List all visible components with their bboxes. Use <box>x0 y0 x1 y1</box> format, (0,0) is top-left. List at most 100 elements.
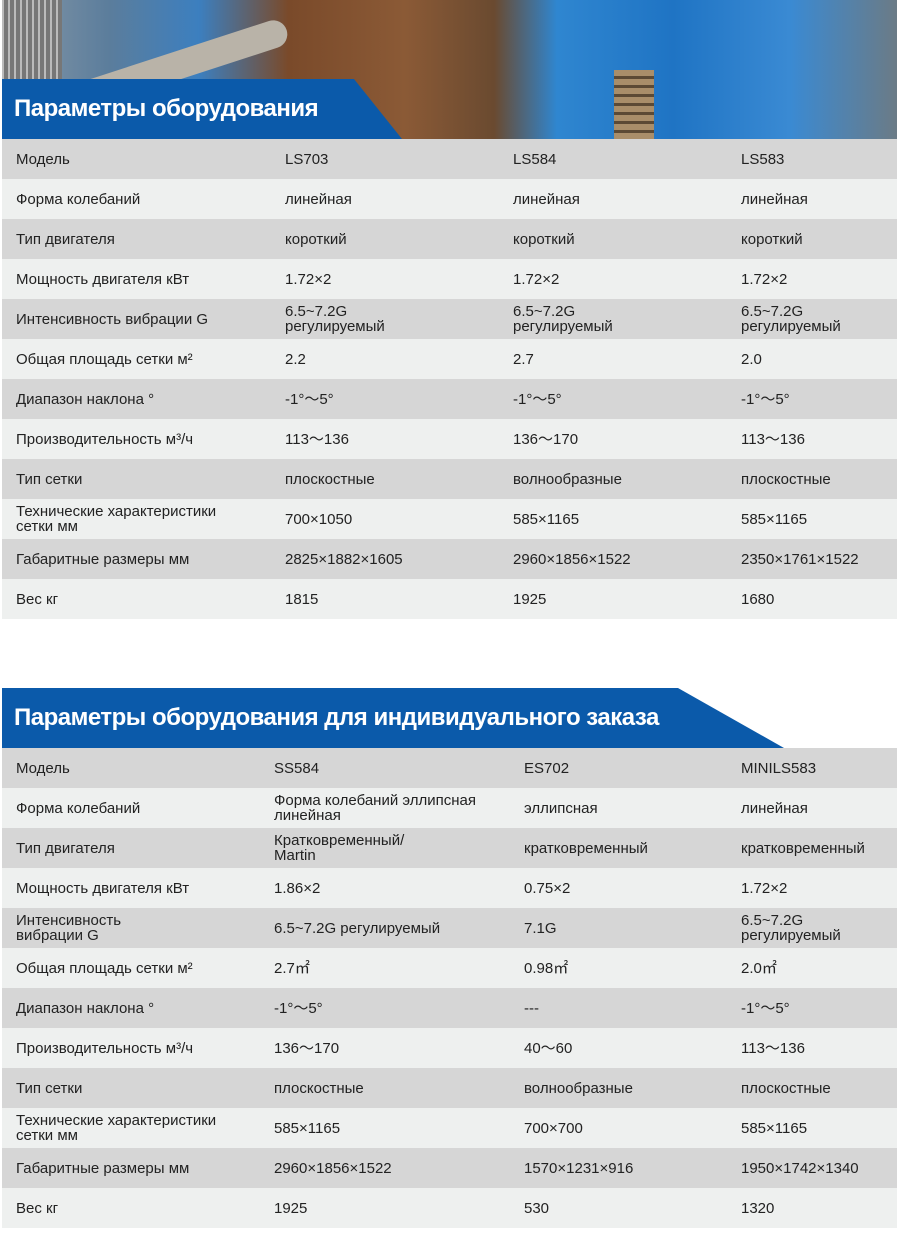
value-cell: 113～136 <box>285 430 349 448</box>
value-cell: -1°～5° <box>274 999 323 1017</box>
parameter-label: Модель <box>16 759 70 777</box>
value-cell: волнообразные <box>513 470 622 488</box>
table-row: Интенсивность вибрации G 6.5~7.2G регулир… <box>2 908 897 948</box>
value-cell: 1.72×2 <box>285 270 332 288</box>
table-row: Технические характеристики сетки мм 585×1… <box>2 1108 897 1148</box>
value-cell: 2350×1761×1522 <box>741 550 859 568</box>
table-row: Производительность м³/ч 113～136 136～170 113… <box>2 419 897 459</box>
value-cell: 7.1G <box>524 919 557 937</box>
parameter-label: Форма колебаний <box>16 190 141 208</box>
value-cell: 1815 <box>285 590 319 608</box>
value-cell: 700×1050 <box>285 510 353 528</box>
value-cell: ES702 <box>524 759 570 777</box>
value-cell: 1925 <box>274 1199 308 1217</box>
parameter-label: Тип сетки <box>16 1079 83 1097</box>
table-row: Вес кг 1925 530 1320 <box>2 1188 897 1228</box>
table-row: Мощность двигателя кВт 1.86×2 0.75×2 1.72×2 <box>2 868 897 908</box>
value-cell: 585×1165 <box>741 510 808 528</box>
parameter-label: Интенсивность вибрации G <box>16 310 209 328</box>
value-cell: 136～170 <box>274 1039 340 1057</box>
value-cell: 1.86×2 <box>274 879 321 897</box>
table-row: Общая площадь сетки м² 2.7㎡ 0.98㎡ 2.0㎡ <box>2 948 897 988</box>
table-row: Форма колебаний Форма колебаний эллипсная… <box>2 788 897 828</box>
value-cell: 113～136 <box>741 1039 805 1057</box>
value-cell: MINILS583 <box>741 759 817 777</box>
value-cell: --- <box>524 999 539 1017</box>
value-cell: короткий <box>741 230 803 248</box>
table-row: Тип двигателя Кратковременный/ Martin крат… <box>2 828 897 868</box>
value-cell: 6.5~7.2G регулируемый <box>285 303 385 335</box>
value-cell: LS583 <box>741 150 785 168</box>
spring-image-part <box>614 70 654 139</box>
parameter-label: Форма колебаний <box>16 799 141 817</box>
parameter-label: Технические характеристики сетки мм <box>16 503 217 535</box>
parameter-label: Мощность двигателя кВт <box>16 270 190 288</box>
value-cell: 1570×1231×916 <box>524 1159 634 1177</box>
table-row: Габаритные размеры мм 2825×1882×1605 2960×… <box>2 539 897 579</box>
value-cell: Форма колебаний эллипсная линейная <box>274 792 476 824</box>
value-cell: 2960×1856×1522 <box>274 1159 392 1177</box>
value-cell: 113～136 <box>741 430 805 448</box>
parameter-label: Габаритные размеры мм <box>16 550 190 568</box>
parameter-label: Вес кг <box>16 1199 59 1217</box>
table-row: Тип сетки плоскостные волнообразные плоскос… <box>2 1068 897 1108</box>
value-cell: 2.0 <box>741 350 762 368</box>
value-cell: плоскостные <box>274 1079 364 1097</box>
table2-title: Параметры оборудования для индивидуально… <box>2 688 784 748</box>
value-cell: 700×700 <box>524 1119 583 1137</box>
value-cell: 6.5~7.2G регулируемый <box>741 303 841 335</box>
value-cell: -1°～5° <box>285 390 334 408</box>
value-cell: 6.5~7.2G регулируемый <box>274 919 441 937</box>
value-cell: Кратковременный/ Martin <box>274 832 405 864</box>
value-cell: 585×1165 <box>741 1119 808 1137</box>
parameter-label: Диапазон наклона ° <box>16 390 155 408</box>
value-cell: кратковременный <box>524 839 648 857</box>
value-cell: 1.72×2 <box>741 879 788 897</box>
value-cell: плоскостные <box>285 470 375 488</box>
parameter-label: Общая площадь сетки м² <box>16 350 193 368</box>
table-row: Технические характеристики сетки мм 700×1… <box>2 499 897 539</box>
equipment-table: Модель LS703 LS584 LS583 Форма колебаний лине… <box>2 139 897 619</box>
parameter-label: Тип двигателя <box>16 839 115 857</box>
value-cell: 1320 <box>741 1199 775 1217</box>
value-cell: 1925 <box>513 590 547 608</box>
parameter-label: Технические характеристики сетки мм <box>16 1112 217 1144</box>
value-cell: короткий <box>285 230 347 248</box>
value-cell: линейная <box>285 190 352 208</box>
parameter-label: Интенсивность вибрации G <box>16 912 122 944</box>
value-cell: 1.72×2 <box>513 270 560 288</box>
value-cell: 2.7㎡ <box>274 959 310 977</box>
value-cell: волнообразные <box>524 1079 633 1097</box>
value-cell: LS584 <box>513 150 557 168</box>
parameter-label: Производительность м³/ч <box>16 430 194 448</box>
table-row: Модель LS703 LS584 LS583 <box>2 139 897 179</box>
table-row: Форма колебаний линейная линейная линейная <box>2 179 897 219</box>
value-cell: эллипсная <box>524 799 598 817</box>
value-cell: 0.98㎡ <box>524 959 569 977</box>
table-row: Тип сетки плоскостные волнообразные плоскос… <box>2 459 897 499</box>
value-cell: 585×1165 <box>274 1119 341 1137</box>
table1-title: Параметры оборудования <box>2 79 402 139</box>
value-cell: короткий <box>513 230 575 248</box>
value-cell: 6.5~7.2G регулируемый <box>741 912 841 944</box>
table-row: Производительность м³/ч 136～170 40～60 113～1… <box>2 1028 897 1068</box>
parameter-label: Вес кг <box>16 590 59 608</box>
value-cell: SS584 <box>274 759 320 777</box>
value-cell: 6.5~7.2G регулируемый <box>513 303 613 335</box>
value-cell: 2825×1882×1605 <box>285 550 403 568</box>
value-cell: плоскостные <box>741 1079 831 1097</box>
value-cell: -1°～5° <box>741 999 790 1017</box>
value-cell: -1°～5° <box>513 390 562 408</box>
parameter-label: Тип двигателя <box>16 230 115 248</box>
value-cell: LS703 <box>285 150 329 168</box>
value-cell: 40～60 <box>524 1039 573 1057</box>
table-row: Вес кг 1815 1925 1680 <box>2 579 897 619</box>
table-row: Габаритные размеры мм 2960×1856×1522 1570×… <box>2 1148 897 1188</box>
parameter-label: Производительность м³/ч <box>16 1039 194 1057</box>
value-cell: 0.75×2 <box>524 879 571 897</box>
parameter-label: Тип сетки <box>16 470 83 488</box>
value-cell: 585×1165 <box>513 510 580 528</box>
value-cell: 2.2 <box>285 350 306 368</box>
value-cell: линейная <box>741 799 808 817</box>
parameter-label: Диапазон наклона ° <box>16 999 155 1017</box>
